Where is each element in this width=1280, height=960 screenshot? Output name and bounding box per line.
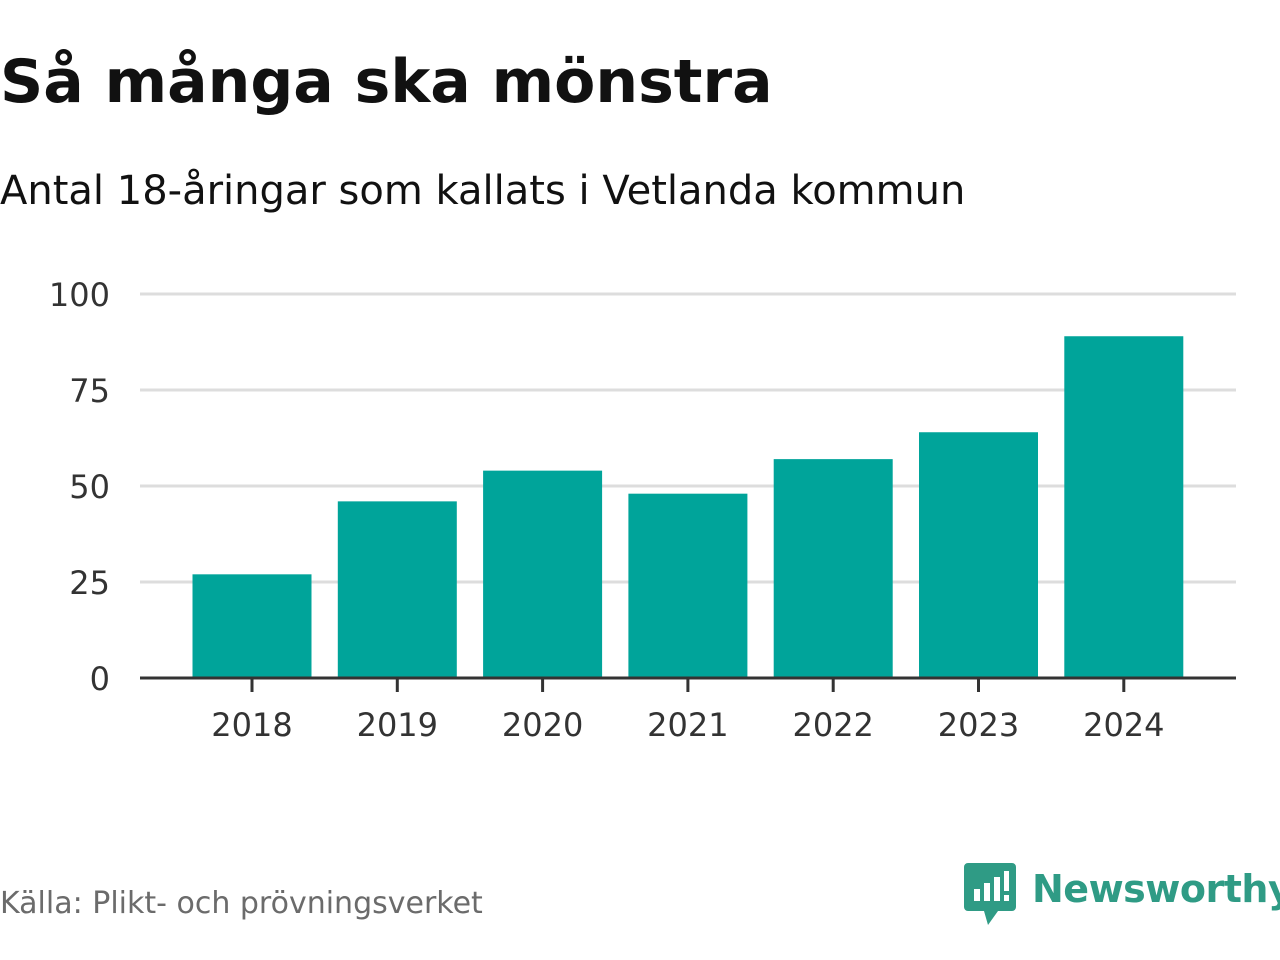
bar-2019: [337, 501, 457, 678]
y-tick-label-0: 0: [90, 660, 110, 698]
x-tick-label-2024: 2024: [1083, 706, 1164, 744]
source-note: Källa: Plikt- och prövningsverket: [0, 886, 483, 921]
chart-subtitle: Antal 18-åringar som kallats i Vetlanda …: [0, 168, 966, 214]
bar-2018: [192, 574, 312, 678]
y-tick-label-25: 25: [69, 564, 110, 602]
x-tick-label-2020: 2020: [502, 706, 583, 744]
y-tick-label-75: 75: [69, 372, 110, 410]
x-tick-label-2023: 2023: [938, 706, 1019, 744]
bar-2023: [919, 432, 1038, 678]
chart-title: Så många ska mönstra: [0, 47, 773, 117]
brand-name: Newsworthy: [1032, 867, 1280, 911]
x-tick-label-2022: 2022: [792, 706, 873, 744]
x-tick-label-2021: 2021: [647, 706, 728, 744]
x-tick-label-2018: 2018: [211, 706, 292, 744]
x-axis: 2018 2019 2020 2021 2022 2023 2024: [140, 676, 1236, 744]
newsworthy-logo-icon: [964, 863, 1016, 925]
bar-2021: [628, 493, 748, 678]
bar-2024: [1064, 336, 1184, 678]
y-axis-ticks: 0 25 50 75 100: [49, 276, 110, 698]
bar-2022: [773, 459, 893, 678]
bar-2020: [483, 470, 603, 678]
bars: [192, 336, 1184, 678]
brand-logo: Newsworthy: [964, 862, 1280, 926]
x-tick-label-2019: 2019: [357, 706, 438, 744]
y-tick-label-50: 50: [69, 468, 110, 506]
y-tick-label-100: 100: [49, 276, 110, 314]
